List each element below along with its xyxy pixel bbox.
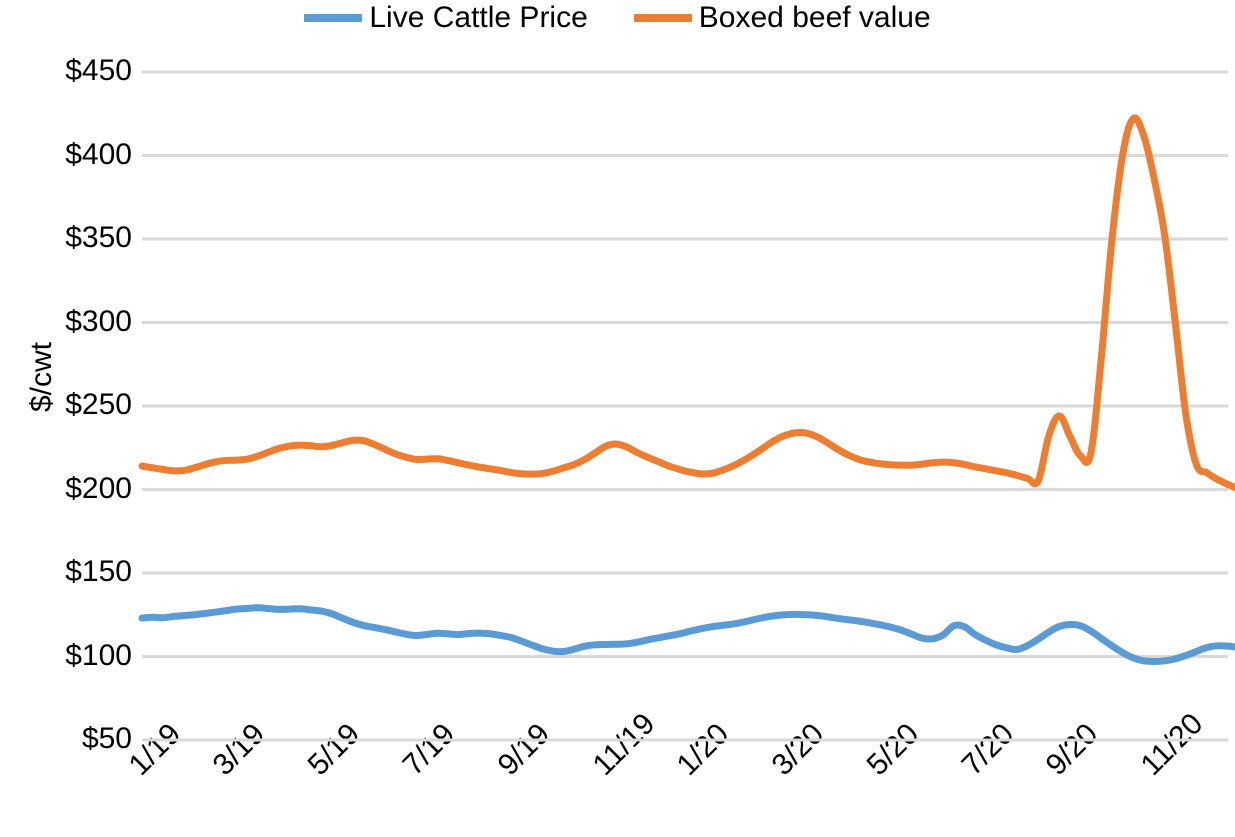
series-lines	[138, 114, 1235, 666]
y-axis-tick-labels: $450 $400 $350 $300 $250 $200 $150 $100 $50	[22, 0, 132, 837]
y-tick-label: $250	[65, 388, 132, 421]
legend-swatch-live-cattle-price	[304, 14, 363, 22]
y-tick-label: $300	[65, 304, 132, 338]
gridlines	[142, 70, 1228, 742]
legend-item-boxed-beef-value[interactable]: Boxed beef value	[633, 1, 931, 34]
y-tick-label: $50	[81, 722, 132, 755]
series-line-live-cattle-price	[138, 604, 1235, 666]
y-tick-label: $100	[65, 638, 132, 672]
plot-area	[138, 70, 1235, 742]
y-tick-label: $450	[65, 54, 132, 87]
y-tick-label: $400	[65, 137, 132, 171]
series-line-boxed-beef-value	[138, 114, 1235, 492]
y-tick-label: $350	[65, 221, 132, 254]
y-tick-label: $150	[65, 555, 132, 588]
y-tick-label: $200	[65, 471, 132, 505]
legend-item-live-cattle-price[interactable]: Live Cattle Price	[304, 1, 588, 34]
plot-svg	[138, 70, 1235, 742]
legend-swatch-boxed-beef-value	[633, 14, 692, 22]
legend-label-live-cattle-price: Live Cattle Price	[369, 1, 588, 34]
legend-label-boxed-beef-value: Boxed beef value	[698, 1, 931, 34]
chart-legend: Live Cattle Price Boxed beef value	[0, 0, 1235, 36]
